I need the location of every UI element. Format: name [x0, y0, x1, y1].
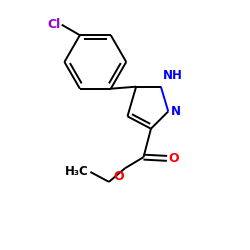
Text: Cl: Cl [47, 18, 60, 31]
Text: NH: NH [163, 69, 183, 82]
Text: H₃C: H₃C [65, 166, 88, 178]
Text: N: N [171, 105, 181, 118]
Text: O: O [113, 170, 124, 182]
Text: O: O [168, 152, 179, 165]
